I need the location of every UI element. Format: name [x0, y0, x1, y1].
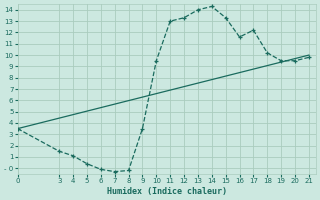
X-axis label: Humidex (Indice chaleur): Humidex (Indice chaleur)	[107, 187, 227, 196]
